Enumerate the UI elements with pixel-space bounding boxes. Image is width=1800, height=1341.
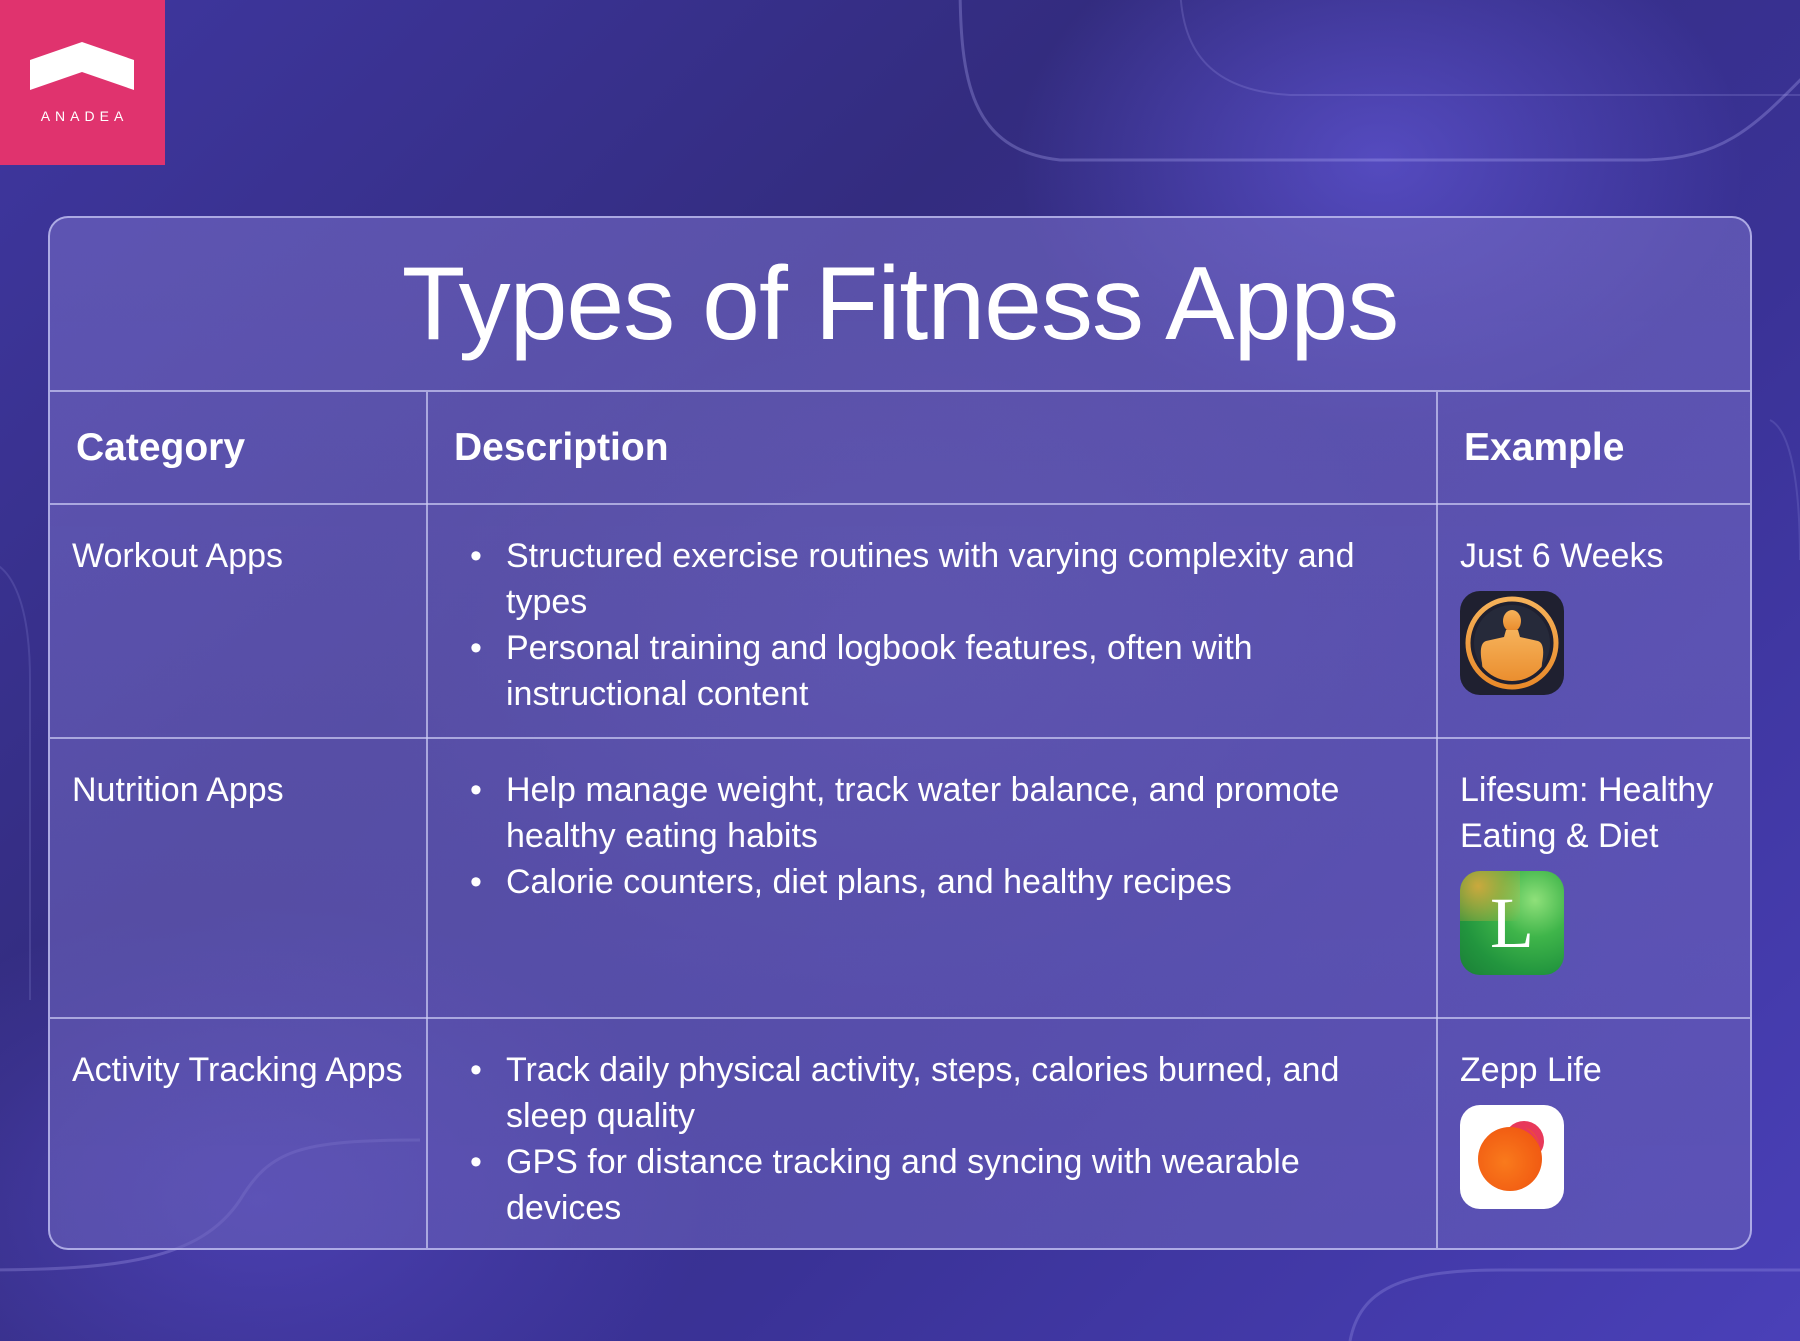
logo-wordmark: ANADEA — [40, 108, 129, 124]
list-item: • Structured exercise routines with varyi… — [458, 533, 1406, 625]
example-name: Lifesum: Healthy Eating & Diet — [1460, 771, 1714, 855]
icon-letter: L — [1490, 883, 1534, 963]
list-item: • Personal training and logbook features,… — [458, 625, 1406, 717]
bullet-text: Personal training and logbook features, … — [506, 629, 1253, 713]
table-row: Nutrition Apps • Help manage weight, trac… — [50, 738, 1750, 1019]
row-example: Lifesum: Healthy Eating & Diet L — [1437, 738, 1750, 1019]
bullet-text: Track daily physical activity, steps, ca… — [506, 1051, 1340, 1135]
anadea-logo: ANADEA — [0, 0, 165, 165]
table-row: Activity Tracking Apps • Track daily phys… — [50, 1018, 1750, 1248]
row-category: Nutrition Apps — [50, 738, 428, 1019]
bullet-icon: • — [470, 629, 482, 667]
bullet-icon: • — [470, 537, 482, 575]
header-example: Example — [1437, 392, 1750, 505]
lifesum-l-icon: L — [1460, 871, 1564, 975]
row-description: • Help manage weight, track water balance… — [427, 738, 1438, 1019]
bullet-icon: • — [470, 1051, 482, 1089]
muscle-man-icon — [1460, 591, 1564, 695]
bullet-text: GPS for distance tracking and syncing wi… — [506, 1143, 1300, 1227]
description-list: • Help manage weight, track water balance… — [458, 767, 1406, 905]
logo-roof-icon — [30, 42, 134, 90]
fitness-apps-card: Types of Fitness Apps Category Descripti… — [48, 216, 1752, 1250]
row-example: Zepp Life — [1437, 1018, 1750, 1248]
bullet-icon: • — [470, 863, 482, 901]
bullet-text: Calorie counters, diet plans, and health… — [506, 863, 1232, 901]
row-example: Just 6 Weeks — [1437, 504, 1750, 739]
list-item: • Calorie counters, diet plans, and healt… — [458, 859, 1406, 905]
row-category: Workout Apps — [50, 504, 428, 739]
fitness-apps-table: Category Description Example Workout App… — [50, 392, 1750, 1248]
example-name: Just 6 Weeks — [1460, 537, 1664, 575]
row-category: Activity Tracking Apps — [50, 1018, 428, 1248]
description-list: • Track daily physical activity, steps, c… — [458, 1047, 1406, 1231]
page-title: Types of Fitness Apps — [50, 218, 1750, 392]
row-description: • Track daily physical activity, steps, c… — [427, 1018, 1438, 1248]
list-item: • GPS for distance tracking and syncing w… — [458, 1139, 1406, 1231]
list-item: • Help manage weight, track water balance… — [458, 767, 1406, 859]
example-name: Zepp Life — [1460, 1051, 1602, 1089]
zepp-life-icon — [1460, 1105, 1564, 1209]
row-description: • Structured exercise routines with varyi… — [427, 504, 1438, 739]
table-header-row: Category Description Example — [50, 392, 1750, 505]
icon-glow — [1460, 871, 1520, 921]
description-list: • Structured exercise routines with varyi… — [458, 533, 1406, 717]
bullet-icon: • — [470, 771, 482, 809]
header-description: Description — [427, 392, 1438, 505]
bullet-text: Structured exercise routines with varyin… — [506, 537, 1355, 621]
table-row: Workout Apps • Structured exercise routin… — [50, 504, 1750, 739]
header-category: Category — [50, 392, 428, 505]
bullet-text: Help manage weight, track water balance,… — [506, 771, 1340, 855]
bullet-icon: • — [470, 1143, 482, 1181]
list-item: • Track daily physical activity, steps, c… — [458, 1047, 1406, 1139]
